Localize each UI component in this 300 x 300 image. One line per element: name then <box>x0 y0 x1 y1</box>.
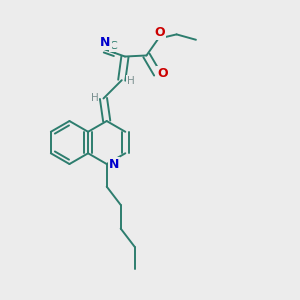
Text: O: O <box>154 26 164 39</box>
Text: H: H <box>91 93 98 103</box>
Text: N: N <box>100 36 111 50</box>
Text: N: N <box>109 158 119 171</box>
Text: C: C <box>110 41 117 51</box>
Text: H: H <box>127 76 135 86</box>
Text: O: O <box>157 67 168 80</box>
